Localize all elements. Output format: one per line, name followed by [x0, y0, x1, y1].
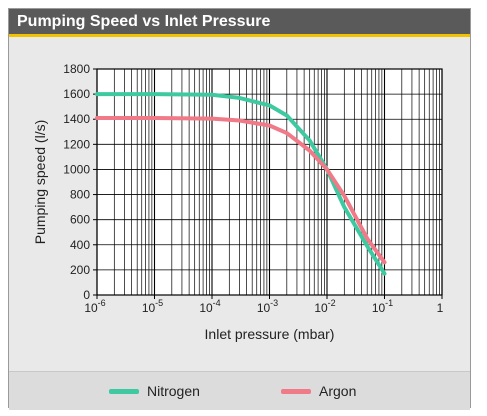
x-tick-exponent: -2	[328, 298, 336, 308]
y-tick-label: 0	[83, 288, 90, 302]
x-tick-label: 1	[437, 301, 444, 315]
legend-item-nitrogen: Nitrogen	[109, 382, 200, 400]
x-tick-label: 10-2	[314, 298, 335, 315]
x-tick-base: 1	[437, 301, 444, 315]
x-tick-base: 10	[142, 301, 156, 315]
legend-swatch-nitrogen	[109, 388, 139, 394]
x-tick-label: 10-4	[199, 298, 220, 315]
x-tick-base: 10	[84, 301, 98, 315]
x-tick-label: 10-1	[372, 298, 393, 315]
series-line-argon	[95, 115, 387, 265]
chart-title: Pumping Speed vs Inlet Pressure	[17, 13, 271, 30]
legend-item-argon: Argon	[281, 382, 356, 400]
x-tick-base: 10	[372, 301, 386, 315]
y-tick-label: 1800	[63, 62, 90, 76]
y-tick-label: 200	[70, 263, 90, 277]
legend: Nitrogen Argon	[9, 371, 470, 410]
legend-label-nitrogen: Nitrogen	[147, 383, 200, 399]
chart-header: Pumping Speed vs Inlet Pressure	[9, 9, 470, 37]
x-tick-base: 10	[314, 301, 328, 315]
y-tick-label: 1000	[63, 162, 90, 176]
x-axis-label: Inlet pressure (mbar)	[205, 326, 335, 342]
y-tick-label: 1400	[63, 112, 90, 126]
x-tick-exponent: -3	[270, 298, 278, 308]
legend-label-argon: Argon	[319, 383, 357, 399]
x-tick-exponent: -4	[213, 298, 221, 308]
y-tick-label: 1600	[63, 87, 90, 101]
x-tick-exponent: -6	[98, 298, 106, 308]
y-tick-label: 400	[70, 238, 90, 252]
x-tick-label: 10-6	[84, 298, 105, 315]
x-tick-label: 10-3	[257, 298, 278, 315]
x-tick-base: 10	[257, 301, 271, 315]
y-tick-label: 800	[70, 188, 90, 202]
chart-panel: Pumping Speed vs Inlet Pressure 0 200 400 6…	[8, 8, 471, 410]
y-tick-label: 1200	[63, 137, 90, 151]
y-tick-label: 600	[70, 213, 90, 227]
y-axis-label: Pumping speed (l/s)	[32, 120, 48, 245]
legend-swatch-argon	[281, 388, 311, 394]
x-tick-exponent: -1	[385, 298, 393, 308]
x-tick-label: 10-5	[142, 298, 163, 315]
x-tick-exponent: -5	[155, 298, 163, 308]
series-line-nitrogen	[95, 92, 387, 276]
x-tick-base: 10	[199, 301, 213, 315]
